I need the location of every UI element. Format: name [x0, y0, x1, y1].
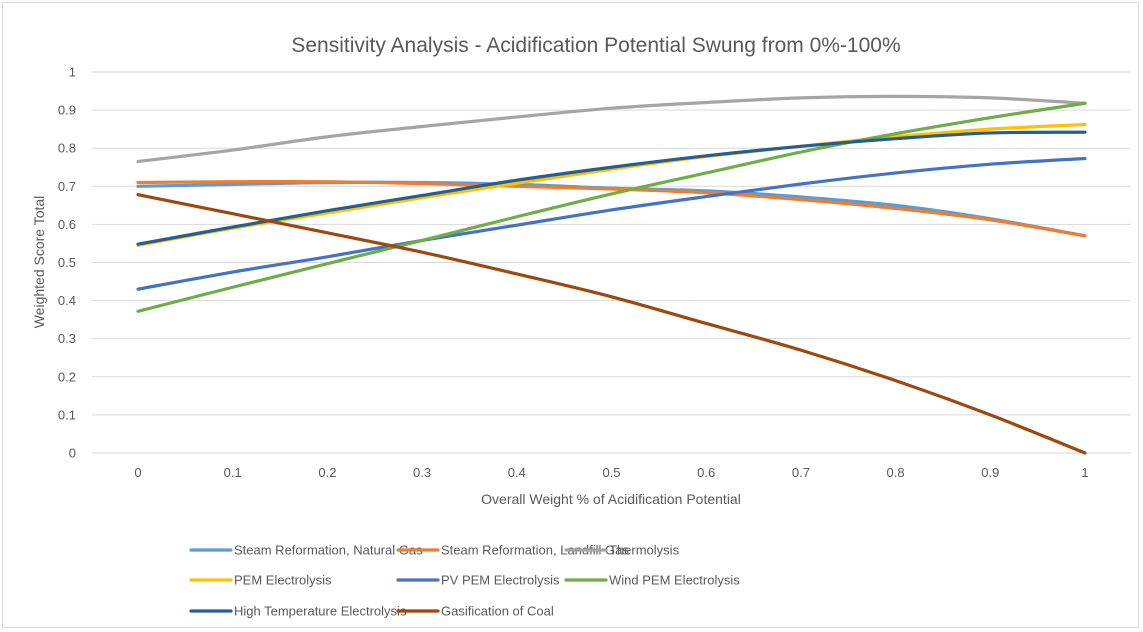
legend-label-thermolysis: Thermolysis	[609, 543, 680, 558]
x-tick-labels: 0 0.1 0.2 0.3 0.4 0.5 0.6 0.7 0.8 0.9 1	[134, 465, 1088, 480]
y-tick-label: 0.1	[58, 407, 76, 422]
series-line-high-temperature-electrolysis	[136, 130, 1087, 246]
legend: Steam Reformation, Natural Gas Steam Refo…	[189, 543, 740, 619]
series-line-pem-electrolysis	[136, 122, 1087, 247]
y-tick-label: 0.4	[58, 293, 76, 308]
y-tick-label: 0	[69, 446, 76, 461]
chart-title: Sensitivity Analysis - Acidification Pot…	[291, 34, 900, 57]
series-line-thermolysis	[136, 94, 1087, 164]
y-tick-label: 0.9	[58, 103, 76, 118]
y-tick-label: 0.7	[58, 179, 76, 194]
y-tick-label: 0.6	[58, 217, 76, 232]
legend-label-wind-pem-electrolysis: Wind PEM Electrolysis	[609, 573, 740, 588]
x-tick-label: 0.8	[887, 465, 905, 480]
x-tick-label: 0.6	[697, 465, 715, 480]
y-axis-label: Weighted Score Total	[31, 196, 47, 329]
x-tick-label: 0	[134, 465, 141, 480]
x-tick-label: 1	[1081, 465, 1088, 480]
series-line-pv-pem-electrolysis	[136, 156, 1087, 291]
series-line-gasification-of-coal	[136, 193, 1087, 455]
x-tick-label: 0.4	[508, 465, 526, 480]
x-tick-label: 0.9	[981, 465, 999, 480]
x-tick-label: 0.3	[413, 465, 431, 480]
y-tick-label: 0.3	[58, 331, 76, 346]
x-tick-label: 0.2	[318, 465, 336, 480]
y-tick-label: 1	[69, 65, 76, 80]
legend-label-steam-reformation-natural-gas: Steam Reformation, Natural Gas	[234, 543, 423, 558]
legend-label-pem-electrolysis: PEM Electrolysis	[234, 573, 332, 588]
legend-label-gasification-of-coal: Gasification of Coal	[441, 604, 554, 619]
x-tick-label: 0.1	[224, 465, 242, 480]
x-tick-label: 0.5	[602, 465, 620, 480]
legend-label-high-temperature-electrolysis: High Temperature Electrolysis	[234, 604, 407, 619]
x-axis-label: Overall Weight % of Acidification Potent…	[481, 491, 741, 507]
y-tick-label: 0.5	[58, 255, 76, 270]
legend-label-steam-reformation-landfill-gas: Steam Reformation, Landfill Gas	[441, 543, 629, 558]
series-line-steam-reformation-landfill-gas	[136, 179, 1087, 238]
legend-label-pv-pem-electrolysis: PV PEM Electrolysis	[441, 573, 560, 588]
series-line-wind-pem-electrolysis	[136, 101, 1087, 313]
y-tick-label: 0.8	[58, 141, 76, 156]
series-lines	[136, 94, 1087, 455]
y-tick-label: 0.2	[58, 369, 76, 384]
y-tick-labels: 0 0.1 0.2 0.3 0.4 0.5 0.6 0.7 0.8 0.9 1	[58, 65, 76, 461]
x-tick-label: 0.7	[792, 465, 810, 480]
gridlines	[92, 71, 1131, 454]
